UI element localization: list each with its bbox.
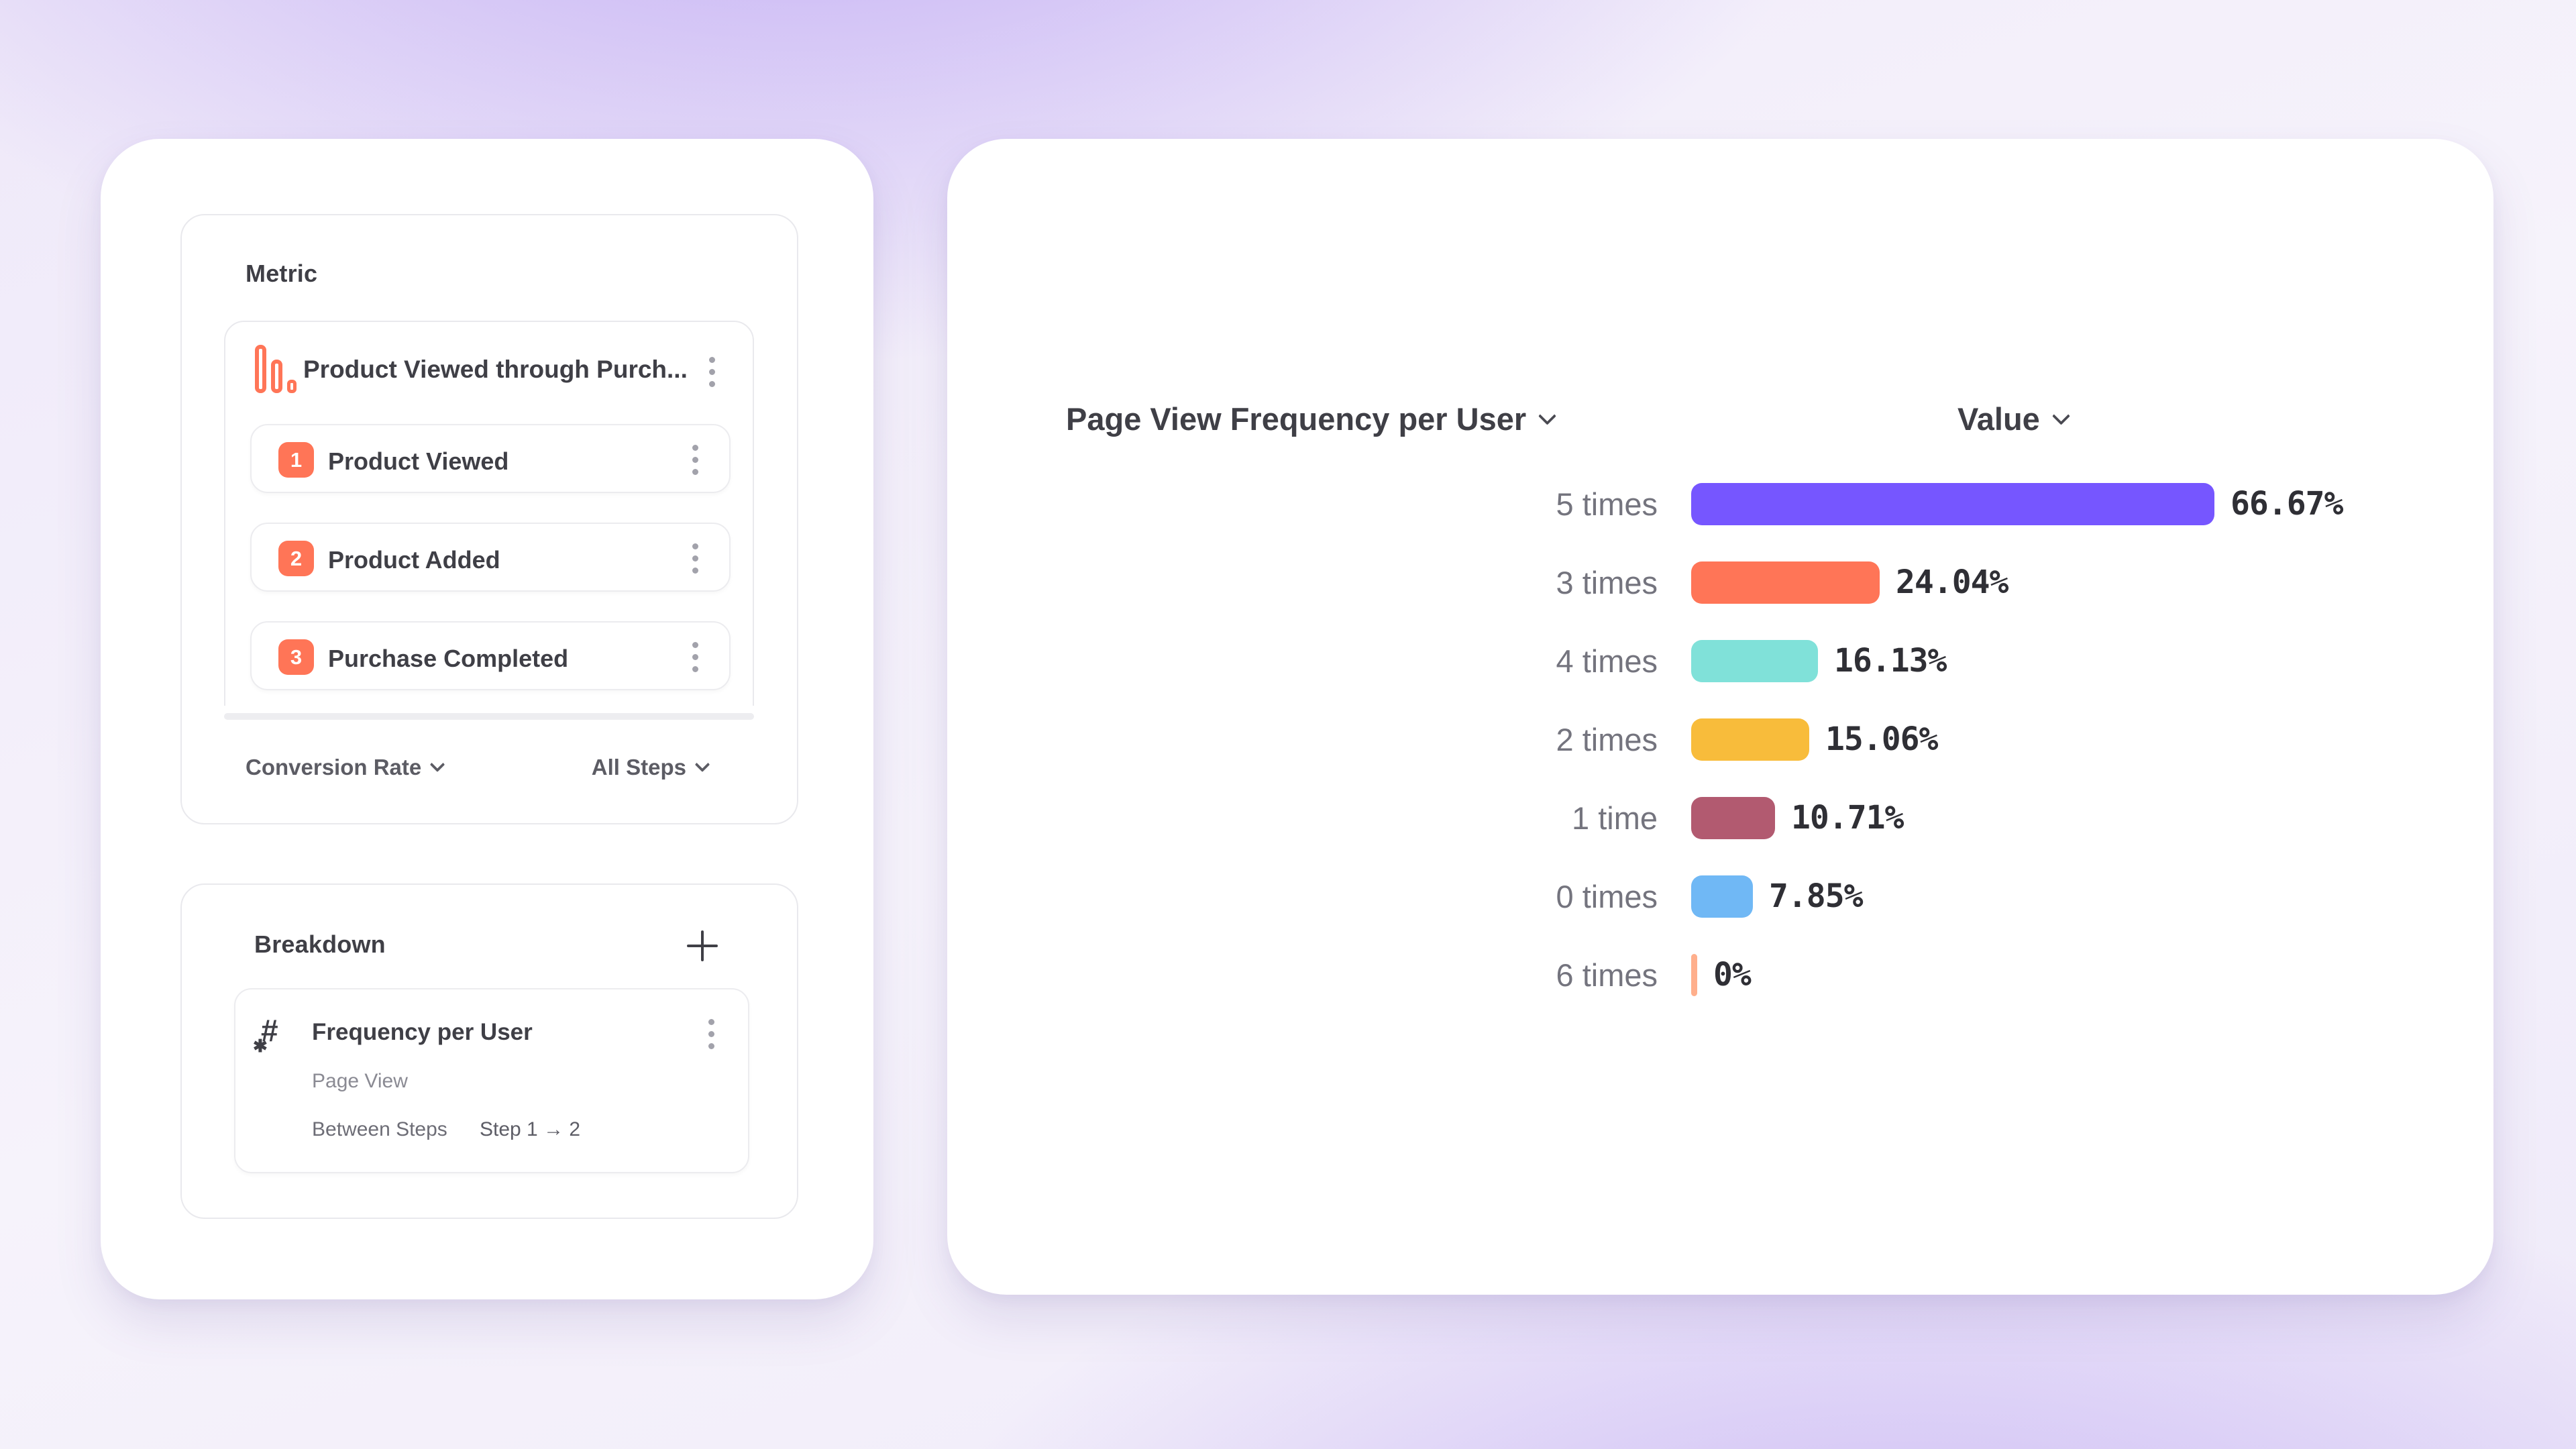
bar-value-label: 7.85%: [1769, 877, 1863, 915]
metric-config-panel: Metric Product Viewed through Purch... 1…: [101, 139, 873, 1299]
bar-fill[interactable]: [1691, 482, 2214, 525]
bar-row: 3 times 24.04%: [947, 550, 2493, 614]
funnel-step-row[interactable]: 3 Purchase Completed: [250, 621, 731, 690]
step-label: Purchase Completed: [328, 645, 569, 672]
bar-value-label: 0%: [1713, 956, 1752, 994]
funnel-steps-container: Product Viewed through Purch... 1 Produc…: [224, 321, 754, 706]
bar-category-label: 3 times: [1556, 564, 1658, 600]
chart-header: Page View Frequency per User Value: [947, 400, 2493, 447]
bar-value-label: 24.04%: [1896, 564, 2008, 601]
step-label: Product Added: [328, 546, 500, 574]
breakdown-section: Breakdown # ✱ Frequency per User Page Vie…: [180, 883, 798, 1219]
bar-category-label: 1 time: [1572, 800, 1658, 836]
breakdown-item[interactable]: # ✱ Frequency per User Page View Between …: [234, 988, 749, 1173]
measurement-dropdown[interactable]: Conversion Rate: [246, 755, 445, 780]
steps-scope-dropdown[interactable]: All Steps: [591, 755, 710, 780]
step-number-badge: 2: [278, 541, 314, 576]
funnel-header[interactable]: Product Viewed through Purch...: [225, 322, 753, 416]
chart-value-dropdown[interactable]: Value: [1957, 400, 2070, 437]
step-number-badge: 3: [278, 639, 314, 675]
breakdown-scope-label: Between Steps: [312, 1118, 447, 1140]
kebab-menu-icon[interactable]: [692, 642, 698, 672]
breakdown-item-name: Frequency per User: [312, 1019, 533, 1045]
bar-category-label: 0 times: [1556, 878, 1658, 914]
bar-fill[interactable]: [1691, 718, 1809, 761]
breakdown-scope-value: Step 1 → 2: [480, 1118, 581, 1140]
bar-category-label: 2 times: [1556, 721, 1658, 757]
bar-category-label: 5 times: [1556, 486, 1658, 522]
metric-section: Metric Product Viewed through Purch... 1…: [180, 214, 798, 824]
bar-row: 6 times 0%: [947, 943, 2493, 1007]
chevron-down-icon: [2051, 407, 2070, 425]
divider: [224, 713, 754, 720]
chevron-down-icon: [429, 757, 445, 773]
bar-fill[interactable]: [1691, 639, 1818, 682]
bar-fill[interactable]: [1691, 875, 1753, 918]
steps-scope-dropdown-label: All Steps: [591, 755, 686, 780]
kebab-menu-icon[interactable]: [692, 543, 698, 574]
bar-value-label: 16.13%: [1834, 642, 1947, 680]
bar-value-label: 10.71%: [1791, 799, 1904, 837]
step-label: Product Viewed: [328, 447, 509, 475]
chevron-down-icon: [694, 757, 710, 773]
breakdown-event: Page View: [312, 1070, 408, 1092]
funnel-chart-icon: [255, 345, 297, 393]
metric-section-title: Metric: [246, 260, 318, 287]
chart-value-label: Value: [1957, 401, 2040, 437]
bar-row: 0 times 7.85%: [947, 864, 2493, 928]
metric-footer: Conversion Rate All Steps: [182, 745, 797, 792]
funnel-name: Product Viewed through Purch...: [303, 356, 688, 383]
bar-value-label: 15.06%: [1825, 720, 1938, 758]
add-breakdown-button[interactable]: [687, 930, 718, 961]
measurement-dropdown-label: Conversion Rate: [246, 755, 422, 780]
numeric-property-icon: # ✱: [253, 1013, 278, 1056]
kebab-menu-icon[interactable]: [692, 445, 698, 475]
funnel-box: Product Viewed through Purch... 1 Produc…: [224, 321, 754, 706]
bar-fill[interactable]: [1691, 561, 1880, 604]
funnel-step-row[interactable]: 2 Product Added: [250, 523, 731, 592]
chevron-down-icon: [1538, 407, 1557, 425]
bar-row: 5 times 66.67%: [947, 472, 2493, 536]
chart-x-axis-label: Page View Frequency per User: [1066, 401, 1527, 437]
bar-row: 1 time 10.71%: [947, 786, 2493, 850]
step-number-badge: 1: [278, 442, 314, 478]
chart-x-axis-dropdown[interactable]: Page View Frequency per User: [1066, 400, 1557, 437]
breakdown-section-title: Breakdown: [254, 930, 386, 958]
bar-row: 2 times 15.06%: [947, 707, 2493, 771]
bar-fill[interactable]: [1691, 953, 1697, 996]
bar-fill[interactable]: [1691, 796, 1775, 839]
kebab-menu-icon[interactable]: [709, 357, 715, 387]
bar-row: 4 times 16.13%: [947, 629, 2493, 693]
bar-category-label: 6 times: [1556, 957, 1658, 993]
funnel-step-row[interactable]: 1 Product Viewed: [250, 424, 731, 493]
kebab-menu-icon[interactable]: [708, 1019, 714, 1049]
chart-panel: Page View Frequency per User Value 5 tim…: [947, 139, 2493, 1295]
bar-value-label: 66.67%: [2231, 485, 2343, 523]
bar-category-label: 4 times: [1556, 643, 1658, 679]
